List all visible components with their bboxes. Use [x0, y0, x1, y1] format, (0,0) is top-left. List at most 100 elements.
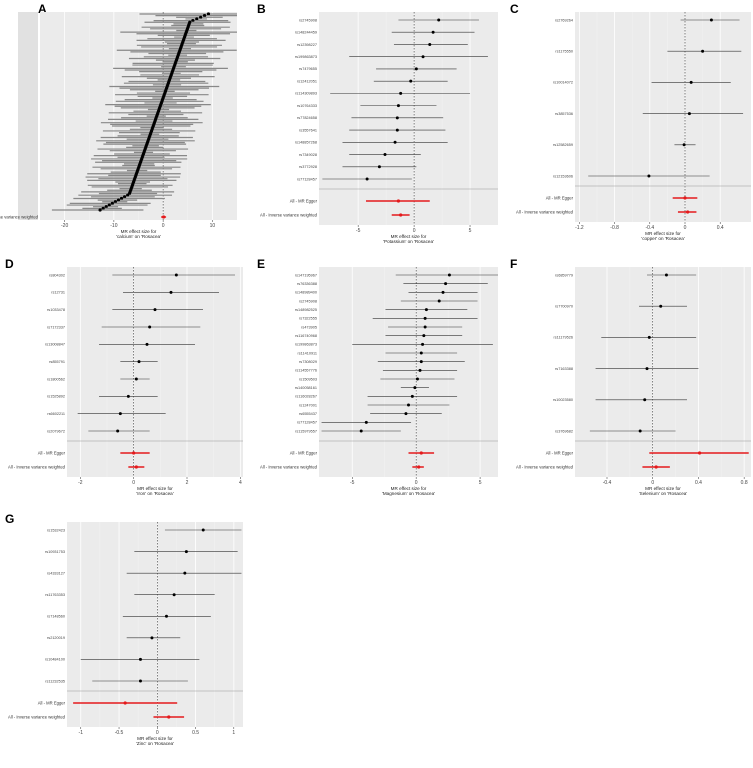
snp-row: rs473905: [301, 325, 463, 329]
effect-point: [174, 273, 178, 277]
effect-point: [137, 360, 141, 364]
effect-point: [364, 420, 368, 424]
snp-row: rs148857268: [295, 141, 448, 145]
snp-label: rs7349028: [299, 153, 317, 157]
tick-label: 0.4: [695, 480, 702, 486]
snp-label: rs855791: [49, 360, 65, 364]
tick-label: -0.8: [610, 225, 619, 231]
tick-label: 0.5: [192, 730, 199, 736]
effect-point: [659, 304, 663, 308]
effect-point: [153, 308, 157, 312]
summary-point: [686, 210, 690, 214]
snp-row: [73, 196, 165, 201]
tick-label: -0.4: [603, 480, 612, 486]
plot-background: [319, 267, 498, 477]
effect-point: [107, 203, 111, 207]
snp-row: rs12398227: [297, 43, 468, 47]
effect-point: [444, 282, 448, 286]
snp-row: rs7479655: [299, 67, 457, 71]
effect-point: [423, 316, 427, 320]
plot-background: [575, 267, 751, 477]
snp-label: rs12153606: [553, 174, 573, 178]
snp-row: rs2079672: [47, 429, 150, 433]
summary-point: [697, 451, 702, 455]
summary-label: All - Inverse variance weighted: [8, 714, 66, 719]
axis-title: 'Selenium' on 'Rosacea': [639, 491, 688, 496]
snp-row: rs148989400: [295, 291, 478, 295]
effect-point: [428, 42, 432, 46]
axis-title: 'calcium' on 'Rosacea': [116, 234, 161, 239]
effect-point: [148, 325, 152, 329]
tick-label: 0: [413, 228, 416, 234]
effect-point: [110, 201, 114, 206]
snp-label: rs2079672: [47, 429, 65, 433]
effect-point: [138, 679, 142, 683]
tick-label: -1: [79, 730, 84, 736]
effect-point: [447, 273, 451, 277]
snp-row: [97, 198, 138, 202]
axis-title: 'copper' on 'Rosacea': [641, 236, 684, 241]
snp-label: rs804302: [49, 273, 65, 277]
effect-point: [689, 80, 693, 84]
snp-row: rs7349028: [299, 153, 421, 157]
tick-label: -0.5: [115, 730, 124, 736]
effect-point: [421, 55, 425, 59]
effect-point: [638, 429, 642, 433]
snp-row: [185, 17, 207, 21]
snp-row: [153, 18, 229, 23]
tick-label: 0: [132, 480, 135, 486]
snp-label: rs3557641: [299, 128, 317, 132]
effect-point: [424, 308, 428, 312]
summary-point: [419, 451, 423, 455]
snp-row: rs7163388: [555, 367, 699, 371]
plot-background: [319, 12, 498, 225]
snp-label: rs12398227: [297, 43, 317, 47]
summary-row: All - MR Egger: [290, 450, 435, 455]
effect-point: [413, 386, 417, 390]
snp-label: rs114309893: [295, 92, 317, 96]
effect-point: [396, 104, 400, 108]
effect-point: [172, 593, 176, 597]
tick-label: 0: [651, 480, 654, 486]
snp-row: rs116028267: [295, 395, 458, 399]
snp-row: rs12731: [51, 291, 219, 295]
snp-row: rs147195967: [295, 273, 498, 277]
snp-row: rs4333127: [47, 571, 242, 575]
forest-plot-a: A All - Inverse variance weighted -20 -10 0 1…: [0, 2, 237, 239]
snp-label: rs2769264: [555, 18, 573, 22]
effect-point: [150, 636, 154, 640]
snp-label: rs77128457: [297, 177, 317, 181]
snp-row: rs148982525: [295, 308, 468, 312]
snp-label: rs3772928: [299, 165, 317, 169]
effect-point: [441, 290, 445, 294]
snp-row: rs10484100: [45, 658, 200, 662]
snp-row: rs7172337: [47, 325, 201, 329]
snp-row: rs3769682: [555, 429, 676, 433]
snp-row: rs11232535: [45, 679, 188, 683]
snp-row: rs77824658: [297, 116, 444, 120]
effect-point: [98, 208, 102, 212]
effect-point: [647, 174, 651, 178]
snp-row: rs76336388: [297, 282, 488, 286]
snp-label: rs11179526: [554, 336, 574, 340]
snp-row: [102, 200, 128, 204]
snp-row: rs2769264: [555, 18, 740, 22]
snp-row: rs2745908: [299, 299, 478, 303]
snp-label: rs148989400: [295, 291, 317, 295]
summary-point: [399, 213, 403, 217]
snp-label: rs6555437: [299, 412, 317, 416]
effect-point: [395, 128, 399, 132]
panel-label: D: [5, 257, 14, 271]
summary-label: All - Inverse variance weighted: [260, 212, 318, 217]
snp-label: rs76336388: [297, 282, 317, 286]
summary-row: All - MR Egger: [290, 198, 430, 203]
effect-point: [206, 12, 211, 16]
effect-point: [383, 153, 387, 157]
effect-point: [116, 198, 121, 202]
snp-label: rs148982525: [295, 308, 317, 312]
effect-point: [414, 67, 418, 71]
axis-title: 'Magnesium' on 'Rosacea': [382, 491, 435, 496]
effect-point: [409, 79, 413, 83]
